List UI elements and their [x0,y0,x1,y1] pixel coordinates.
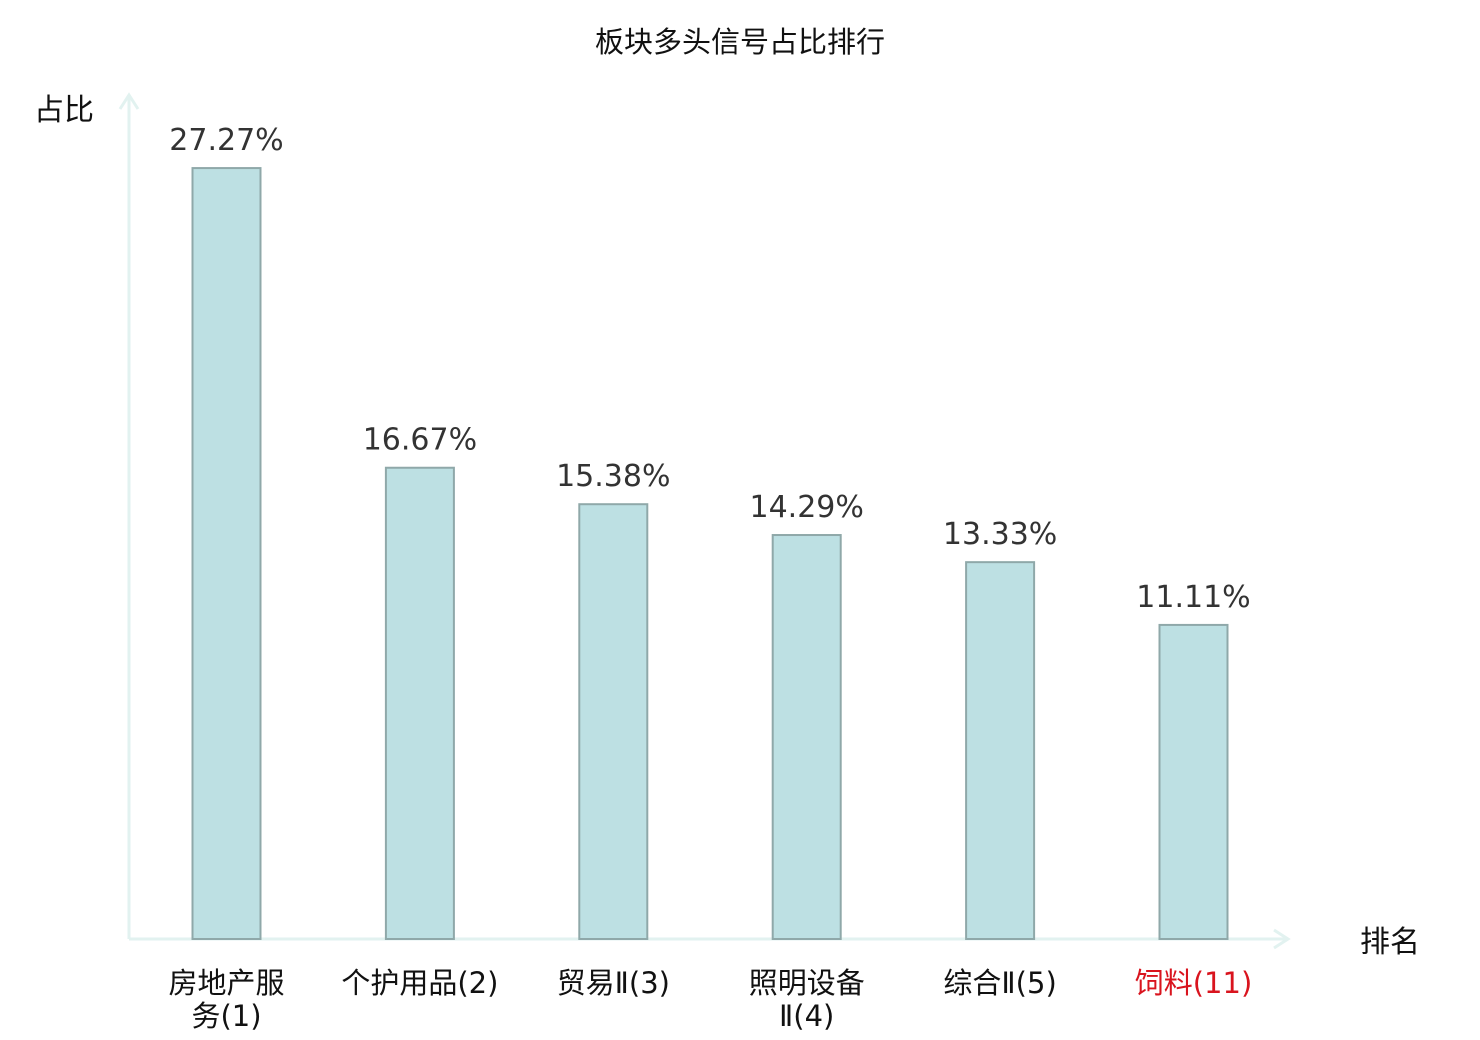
category-labels: 房地产服务(1) 个护用品(2) 贸易Ⅱ(3) 照明设备 Ⅱ(4) 综合Ⅱ(5) 饲料(11… [168,966,1252,1033]
bar-2 [384,466,455,940]
y-axis-arrow [118,92,140,110]
value-label-1: 27.27% [169,123,283,158]
value-label-5: 13.33% [943,517,1057,552]
category-label-3: 贸易Ⅱ(3) [557,966,670,1000]
category-label-2: 个护用品(2) [341,966,498,1000]
bar-3 [578,503,649,940]
x-axis-label: 排名 [1360,925,1420,960]
bar-1 [191,167,262,941]
value-label-2: 16.67% [363,423,477,458]
value-labels: 27.27% 16.67% 15.38% 14.29% 13.33% 11.11% [169,123,1250,615]
axes [118,92,1291,950]
value-label-3: 15.38% [556,459,670,494]
chart-title: 板块多头信号占比排行 [595,25,885,59]
y-axis-label: 占比 [34,93,94,128]
category-label-6: 饲料(11) [1135,966,1253,1000]
value-label-6: 11.11% [1136,580,1250,615]
x-axis-arrow [1273,928,1291,950]
bars [191,167,1229,941]
value-label-4: 14.29% [750,490,864,525]
category-label-4: 照明设备 Ⅱ(4) [749,966,865,1033]
bar-6 [1158,623,1229,940]
bar-5 [965,561,1036,940]
category-label-5: 综合Ⅱ(5) [943,966,1056,1000]
bar-4 [771,534,842,941]
category-label-1: 房地产服务(1) [168,966,284,1033]
